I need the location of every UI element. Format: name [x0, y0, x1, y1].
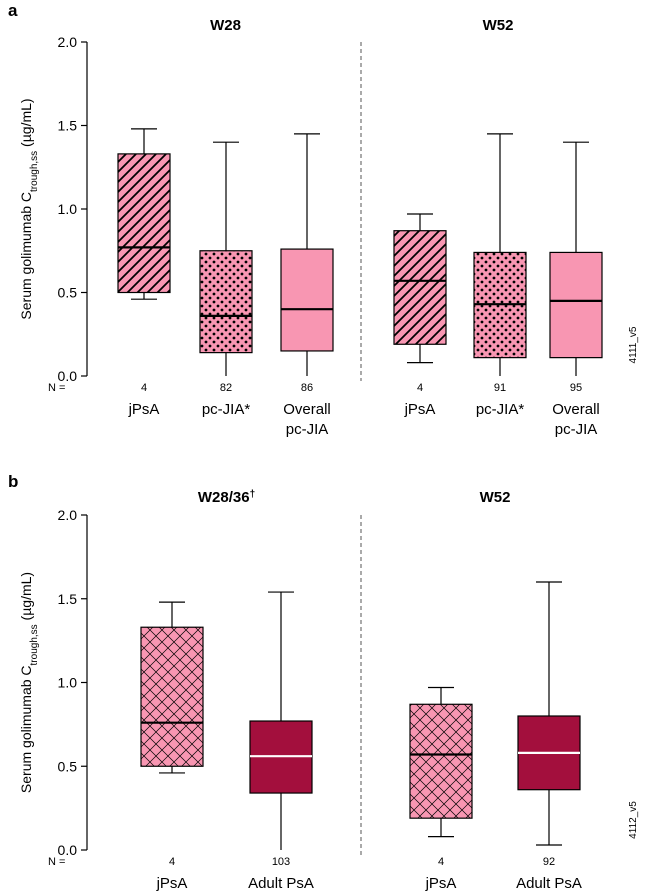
n-value: 91 [494, 382, 506, 394]
y-axis-label: Serum golimumab Ctrough,ss (µg/mL) [18, 98, 40, 319]
y-tick-label: 2.0 [58, 34, 78, 50]
box-iqr [393, 230, 447, 345]
n-value: 82 [220, 382, 232, 394]
n-value: 4 [169, 856, 175, 868]
y-tick-label: 2.0 [58, 507, 78, 523]
category-label: pc-JIA [555, 421, 598, 438]
y-axis-label-subscript: trough,ss [29, 151, 40, 192]
panel-a: a 0.0 0.5 1.0 1.5 2.0 Serum golimumab Ctrough,… [8, 1, 639, 438]
box-iqr [117, 153, 171, 294]
week-title-text: W52 [480, 489, 511, 506]
figure-code-label: 4112_v5 [628, 801, 639, 839]
category-label: jPsA [404, 401, 436, 418]
box-iqr [140, 626, 204, 767]
y-tick-label: 0.5 [58, 285, 78, 301]
category-label: Adult PsA [248, 875, 314, 892]
n-value: 4 [141, 382, 147, 394]
panel-label: b [8, 472, 18, 491]
y-tick-label: 0.0 [58, 842, 78, 858]
figure-code-label: 4111_v5 [628, 326, 639, 363]
box-iqr [199, 250, 253, 354]
y-tick-label: 0.0 [58, 368, 78, 384]
category-label: jPsA [156, 875, 188, 892]
week-title: W52 [483, 17, 514, 34]
category-label: Adult PsA [516, 875, 582, 892]
category-label: pc-JIA* [476, 401, 525, 418]
y-axis-label-unit: (µg/mL) [18, 572, 34, 624]
week-title: W28 [210, 17, 241, 34]
n-value: 4 [438, 856, 444, 868]
y-tick-label: 1.5 [58, 591, 78, 607]
y-axis-label-subscript: trough,ss [29, 624, 40, 665]
y-axis-label-main: Serum golimumab C [18, 665, 34, 793]
panel-label: a [8, 1, 18, 20]
y-tick-label: 1.5 [58, 118, 78, 134]
box-iqr [409, 703, 473, 819]
box-iqr [280, 248, 334, 352]
week-title-text: W52 [483, 17, 514, 34]
n-value: 92 [543, 856, 555, 868]
n-prefix-label: N = [48, 856, 65, 868]
n-value: 103 [272, 856, 290, 868]
category-label: Overall [552, 401, 600, 418]
y-tick-label: 1.0 [58, 675, 78, 691]
week-title-superscript: † [250, 489, 256, 500]
week-title: W52 [480, 489, 511, 506]
panel-b: b 0.0 0.5 1.0 1.5 2.0 Serum golimumab Ctrough,… [8, 472, 639, 892]
n-value: 4 [417, 382, 423, 394]
n-prefix-label: N = [48, 382, 65, 394]
week-title-text: W28 [210, 17, 241, 34]
y-axis-label: Serum golimumab Ctrough,ss (µg/mL) [18, 572, 40, 793]
week-title-text: W28/36 [198, 489, 250, 506]
y-axis-label-unit: (µg/mL) [18, 98, 34, 150]
y-axis-label-main: Serum golimumab C [18, 192, 34, 320]
y-tick-label: 1.0 [58, 201, 78, 217]
category-label: Overall [283, 401, 331, 418]
category-label: pc-JIA* [202, 401, 251, 418]
n-value: 95 [570, 382, 582, 394]
box-iqr [549, 251, 603, 359]
n-value: 86 [301, 382, 313, 394]
category-label: pc-JIA [286, 421, 329, 438]
y-tick-label: 0.5 [58, 758, 78, 774]
week-title: W28/36† [198, 489, 255, 507]
category-label: jPsA [425, 875, 457, 892]
category-label: jPsA [128, 401, 160, 418]
